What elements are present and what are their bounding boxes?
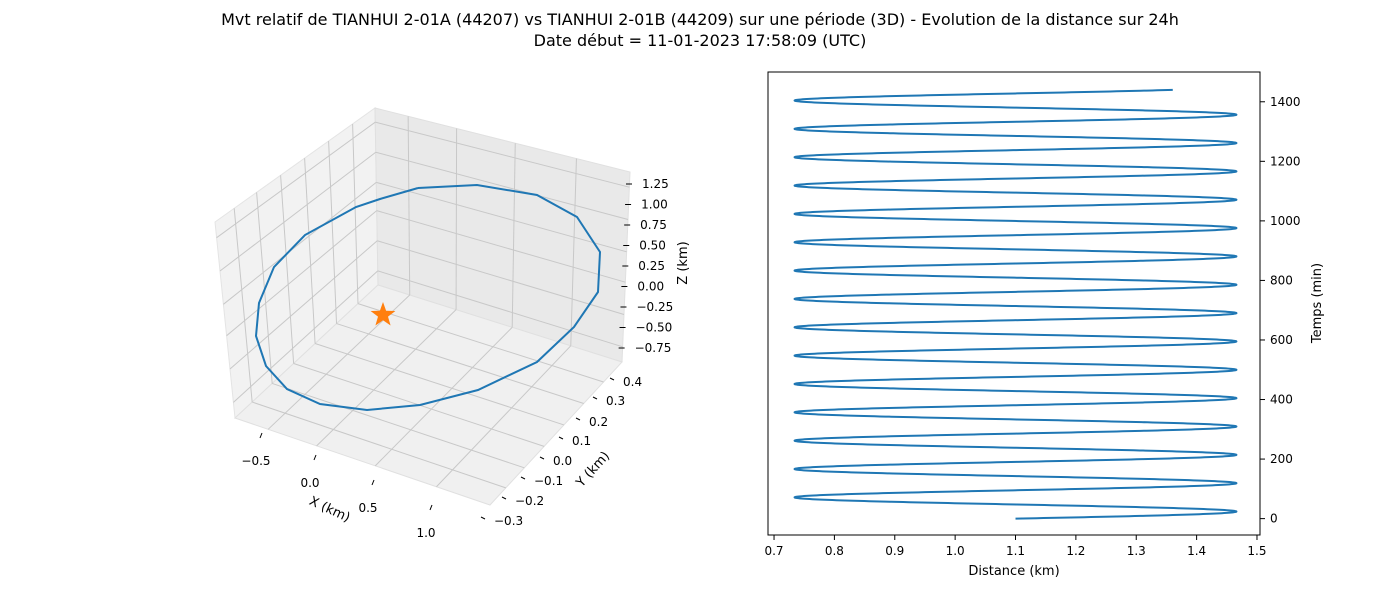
ticks-2d: 0.7 0.8 0.9 1.0 1.1 1.2 1.3 1.4 1.5 0 200 400 600 800… <box>764 95 1300 558</box>
distance-axis-label: Distance (km) <box>968 564 1059 579</box>
x-tick <box>371 479 375 486</box>
z-axis-label: Z (km) <box>676 241 691 284</box>
figure-subtitle: Date début = 11-01-2023 17:58:09 (UTC) <box>533 31 867 50</box>
grid-line <box>570 158 577 346</box>
z-tick-label: 1.00 <box>641 198 668 212</box>
grid-line <box>251 401 507 489</box>
x-axis-label: X (km) <box>307 494 353 526</box>
z-tick-label: 0.00 <box>637 280 664 294</box>
pane-floor <box>234 284 623 506</box>
grid-line <box>328 141 338 324</box>
time-tick-label: 1000 <box>1270 214 1301 228</box>
grid-line <box>336 323 584 404</box>
grid-line <box>280 175 295 364</box>
trajectory-3d <box>254 183 602 412</box>
grid-line <box>375 151 629 220</box>
grid-line <box>455 128 458 310</box>
y-tick-label: −0.3 <box>494 514 523 528</box>
x-tick <box>259 432 263 439</box>
grid-line <box>272 382 525 469</box>
time-tick-label: 0 <box>1270 512 1278 526</box>
y-axis-label: Y (km) <box>573 449 613 491</box>
distance-tick-label: 0.9 <box>885 544 904 558</box>
grid-line <box>357 303 604 383</box>
grid-line <box>377 270 623 348</box>
distance-tick-label: 0.8 <box>825 544 844 558</box>
distance-tick-label: 1.3 <box>1127 544 1146 558</box>
z-tick-label: 0.50 <box>639 239 666 253</box>
grid-line <box>352 123 359 304</box>
y-tick <box>592 396 598 400</box>
y-tick <box>480 516 486 520</box>
y-tick <box>501 496 507 500</box>
distance-tick-label: 0.7 <box>764 544 783 558</box>
grid-line <box>511 143 516 328</box>
grid-line <box>377 240 625 315</box>
figure-title: Mvt relatif de TIANHUI 2-01A (44207) vs … <box>221 10 1179 29</box>
time-tick-label: 1200 <box>1270 154 1301 168</box>
grid-3d <box>216 116 630 489</box>
trajectory-line <box>254 183 602 412</box>
distance-tick-label: 1.0 <box>946 544 965 558</box>
grid-line <box>407 116 411 296</box>
y-tick-label: 0.1 <box>572 434 591 448</box>
y-tick-label: 0.2 <box>589 415 608 429</box>
time-tick-label: 1400 <box>1270 95 1301 109</box>
y-tick <box>575 417 581 421</box>
grid-line <box>376 210 626 283</box>
time-tick-label: 600 <box>1270 333 1293 347</box>
y-tick <box>609 377 615 381</box>
grid-line <box>219 151 377 272</box>
time-tick-label: 800 <box>1270 273 1293 287</box>
grid-line <box>314 343 565 426</box>
y-tick-label: −0.2 <box>515 494 544 508</box>
grid-line <box>233 270 379 403</box>
y-tick-label: 0.3 <box>606 394 625 408</box>
grid-line <box>436 345 572 488</box>
z-tick-label: −0.75 <box>635 341 672 355</box>
plot-3d: −0.50.00.51.0−0.3−0.2−0.10.00.10.20.30.4… <box>214 107 691 540</box>
ticks-3d: −0.50.00.51.0−0.3−0.2−0.10.00.10.20.30.4… <box>241 177 673 540</box>
z-tick-label: 1.25 <box>642 177 669 191</box>
y-tick <box>558 436 564 440</box>
y-tick-label: 0.4 <box>623 375 642 389</box>
distance-tick-label: 1.1 <box>1006 544 1025 558</box>
distance-tick-label: 1.4 <box>1187 544 1206 558</box>
z-tick-label: 0.75 <box>640 218 667 232</box>
time-tick-label: 200 <box>1270 452 1293 466</box>
origin-star-marker <box>370 302 396 326</box>
grid-line <box>316 309 457 447</box>
time-axis-label: Temps (min) <box>1310 263 1325 344</box>
grid-line <box>375 121 630 188</box>
distance-tick-label: 1.5 <box>1247 544 1266 558</box>
plot-2d: 0.7 0.8 0.9 1.0 1.1 1.2 1.3 1.4 1.5 0 200 400 600 800… <box>764 71 1325 579</box>
z-tick-label: −0.25 <box>636 300 673 314</box>
y-tick <box>520 476 526 480</box>
grid-line <box>376 181 627 253</box>
y-tick <box>539 456 545 460</box>
distance-series-line <box>793 88 1238 520</box>
grid-line <box>216 121 376 239</box>
y-tick-label: 0.0 <box>553 454 572 468</box>
x-tick-label: −0.5 <box>241 454 270 468</box>
x-tick-label: 0.0 <box>300 476 319 490</box>
plot-frame <box>767 71 1261 536</box>
x-tick-label: 0.5 <box>358 501 377 515</box>
grid-line <box>233 208 253 403</box>
grid-line <box>226 210 378 337</box>
y-tick-label: −0.1 <box>534 474 563 488</box>
grid-line <box>223 181 377 305</box>
x-tick <box>429 504 433 511</box>
x-tick-label: 1.0 <box>416 526 435 540</box>
z-tick-label: −0.50 <box>636 321 673 335</box>
grid-line <box>229 240 378 370</box>
grid-line <box>304 158 316 344</box>
time-tick-label: 400 <box>1270 393 1293 407</box>
x-tick <box>313 454 317 461</box>
distance-tick-label: 1.2 <box>1066 544 1085 558</box>
z-tick-label: 0.25 <box>638 259 665 273</box>
grid-line <box>374 326 513 467</box>
